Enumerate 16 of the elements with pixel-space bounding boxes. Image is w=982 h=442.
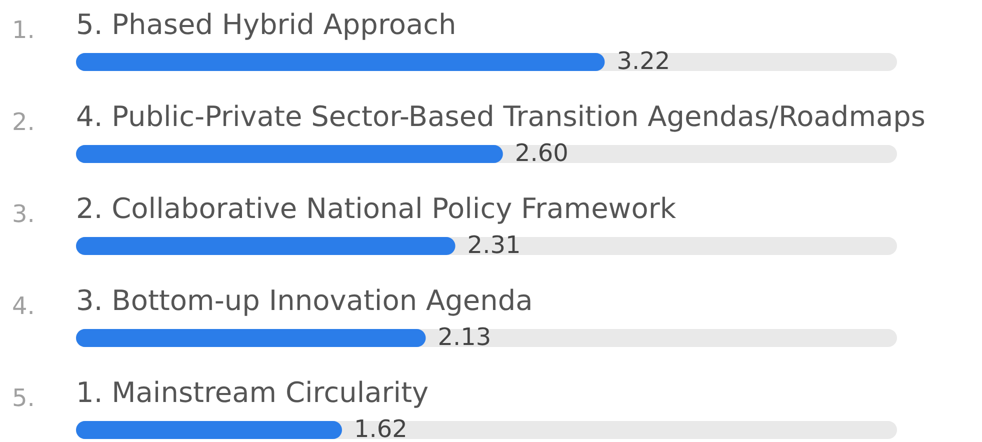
text: 2. xyxy=(12,108,35,136)
data-label: 2.60 xyxy=(514,139,568,167)
y-tick-label: 2. Collaborative National Policy Framework xyxy=(76,192,677,225)
y-tick-label: 1. Mainstream Circularity xyxy=(76,376,429,409)
data-label: 2.13 xyxy=(438,323,492,351)
text: 5. xyxy=(12,384,35,412)
data-label: 1.62 xyxy=(354,415,408,442)
y-tick-label: 4. Public-Private Sector-Based Transition Agendas/Roadmaps xyxy=(76,100,926,133)
y-tick-label: 3. Bottom-up Innovation Agenda xyxy=(76,284,533,317)
y-tick-label: 5. Phased Hybrid Approach xyxy=(76,8,456,41)
bar xyxy=(76,421,342,439)
text: 4. xyxy=(12,292,35,320)
text: 1. xyxy=(12,16,35,44)
text: 3. xyxy=(12,200,35,228)
data-label: 3.22 xyxy=(616,47,670,75)
data-label: 2.31 xyxy=(467,231,521,259)
